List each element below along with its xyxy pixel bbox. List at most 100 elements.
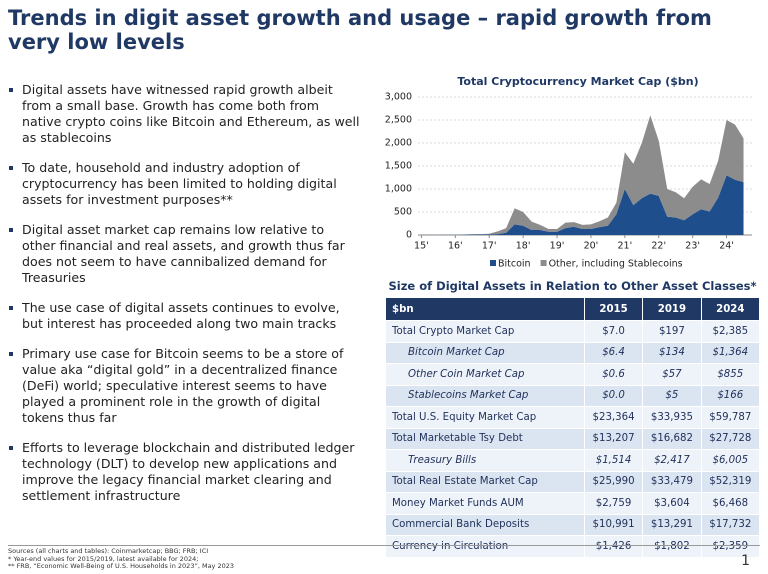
- table-row: Other Coin Market Cap $0.6 $57 $855: [385, 363, 761, 386]
- cell: $52,319: [700, 470, 761, 493]
- bullet-list: Digital assets have witnessed rapid grow…: [8, 82, 360, 518]
- row-label: Total Marketable Tsy Debt: [385, 427, 585, 450]
- cell: $5: [642, 384, 702, 407]
- row-label: Currency in Circulation: [385, 535, 585, 558]
- y-tick-label: 0: [406, 230, 412, 241]
- cell: $1,426: [583, 535, 644, 558]
- table-row: Currency in Circulation $1,426 $1,802 $2,35…: [385, 535, 761, 558]
- column-header: 2015: [583, 297, 644, 321]
- column-header: 2024: [700, 297, 761, 321]
- cell: $57: [642, 363, 702, 386]
- cell: $59,787: [700, 406, 761, 429]
- table-row: Stablecoins Market Cap $0.0 $5 $166: [385, 384, 761, 407]
- bullet: Efforts to leverage blockchain and distr…: [8, 440, 360, 504]
- chart: Total Cryptocurrency Market Cap ($bn) 0 5…: [385, 75, 752, 270]
- row-label: Other Coin Market Cap: [385, 363, 585, 386]
- y-tick-label: 2,000: [385, 138, 412, 149]
- table-row: Treasury Bills $1,514 $2,417 $6,005: [385, 449, 761, 472]
- cell: $33,479: [642, 470, 702, 493]
- table: $bn 2015 2019 2024 Total Crypto Market Cap $7…: [385, 297, 761, 558]
- area: [421, 175, 744, 235]
- row-label: Commercial Bank Deposits: [385, 513, 585, 536]
- x-tick-label: 20': [584, 241, 599, 252]
- cell: $2,417: [642, 449, 702, 472]
- cell: $3,604: [642, 492, 702, 515]
- table-row: Total Marketable Tsy Debt $13,207 $16,682 $…: [385, 427, 761, 450]
- legend-label: Other, including Stablecoins: [549, 259, 683, 270]
- cell: $7.0: [583, 320, 644, 343]
- cell: $27,728: [700, 427, 761, 450]
- cell: $6,005: [700, 449, 761, 472]
- area: [421, 115, 744, 235]
- x-tick-label: 15': [414, 241, 429, 252]
- cell: $1,802: [642, 535, 702, 558]
- cell: $2,759: [583, 492, 644, 515]
- cell: $17,732: [700, 513, 761, 536]
- cell: $2,359: [700, 535, 761, 558]
- footnote: * Year-end values for 2015/2019, latest …: [8, 554, 199, 563]
- x-tick-label: 23': [685, 241, 700, 252]
- slide-title: Trends in digit asset growth and usage –…: [8, 6, 712, 54]
- cell: $1,364: [700, 341, 761, 364]
- x-tick-label: 19': [550, 241, 565, 252]
- footnotes: Sources (all charts and tables): Coinmar…: [8, 547, 235, 571]
- page-number: 1: [741, 553, 750, 569]
- cell: $2,385: [700, 320, 761, 343]
- row-label: Money Market Funds AUM: [385, 492, 585, 515]
- cell: $0.0: [583, 384, 644, 407]
- bullet: Digital assets have witnessed rapid grow…: [8, 82, 360, 146]
- column-header: 2019: [642, 297, 702, 321]
- row-label: Total U.S. Equity Market Cap: [385, 406, 585, 429]
- table-title: Size of Digital Assets in Relation to Ot…: [388, 279, 757, 293]
- cell: $13,291: [642, 513, 702, 536]
- table-row: Commercial Bank Deposits $10,991 $13,291 $1…: [385, 513, 761, 536]
- cell: $6,468: [700, 492, 761, 515]
- bullet: The use case of digital assets continues…: [8, 300, 360, 332]
- cell: $6.4: [583, 341, 644, 364]
- header-row: $bn 2015 2019 2024: [385, 297, 761, 321]
- footnote: ** FRB, “Economic Well-Being of U.S. Hou…: [8, 562, 235, 570]
- table-row: Total U.S. Equity Market Cap $23,364 $33,9…: [385, 406, 761, 429]
- y-tick-label: 2,500: [385, 115, 412, 126]
- x-tick-label: 18': [516, 241, 531, 252]
- bullet: Digital asset market cap remains low rel…: [8, 222, 360, 286]
- cell: $855: [700, 363, 761, 386]
- cell: $166: [700, 384, 761, 407]
- bullet: Primary use case for Bitcoin seems to be…: [8, 346, 360, 426]
- cell: $16,682: [642, 427, 702, 450]
- legend-swatch: [540, 260, 547, 266]
- cell: $10,991: [583, 513, 644, 536]
- x-tick-label: 16': [448, 241, 463, 252]
- y-tick-label: 3,000: [385, 92, 412, 103]
- footnote: Sources (all charts and tables): Coinmar…: [8, 547, 209, 555]
- y-tick-label: 500: [394, 207, 412, 218]
- x-tick-label: 22': [651, 241, 666, 252]
- x-tick-label: 21': [617, 241, 632, 252]
- column-header: $bn: [385, 297, 585, 321]
- cell: $33,935: [642, 406, 702, 429]
- cell: $1,514: [583, 449, 644, 472]
- x-tick-label: 24': [719, 241, 734, 252]
- cell: $13,207: [583, 427, 644, 450]
- legend-swatch: [490, 260, 496, 266]
- x-tick-label: 17': [482, 241, 497, 252]
- row-label: Bitcoin Market Cap: [385, 341, 585, 364]
- cell: $134: [642, 341, 702, 364]
- table-row: Total Real Estate Market Cap $25,990 $33,4…: [385, 470, 761, 493]
- cell: $197: [642, 320, 702, 343]
- legend-label: Bitcoin: [498, 259, 531, 270]
- row-label: Stablecoins Market Cap: [385, 384, 585, 407]
- footer-rule: [8, 545, 760, 546]
- row-label: Total Real Estate Market Cap: [385, 470, 585, 493]
- cell: $25,990: [583, 470, 644, 493]
- y-tick-label: 1,000: [385, 184, 412, 195]
- cell: $0.6: [583, 363, 644, 386]
- table-row: Money Market Funds AUM $2,759 $3,604 $6,468: [385, 492, 761, 515]
- row-label: Total Crypto Market Cap: [385, 320, 585, 343]
- cell: $23,364: [583, 406, 644, 429]
- y-tick-label: 1,500: [385, 161, 412, 172]
- bullet: To date, household and industry adoption…: [8, 160, 360, 208]
- chart-title: Total Cryptocurrency Market Cap ($bn): [457, 75, 698, 88]
- row-label: Treasury Bills: [385, 449, 585, 472]
